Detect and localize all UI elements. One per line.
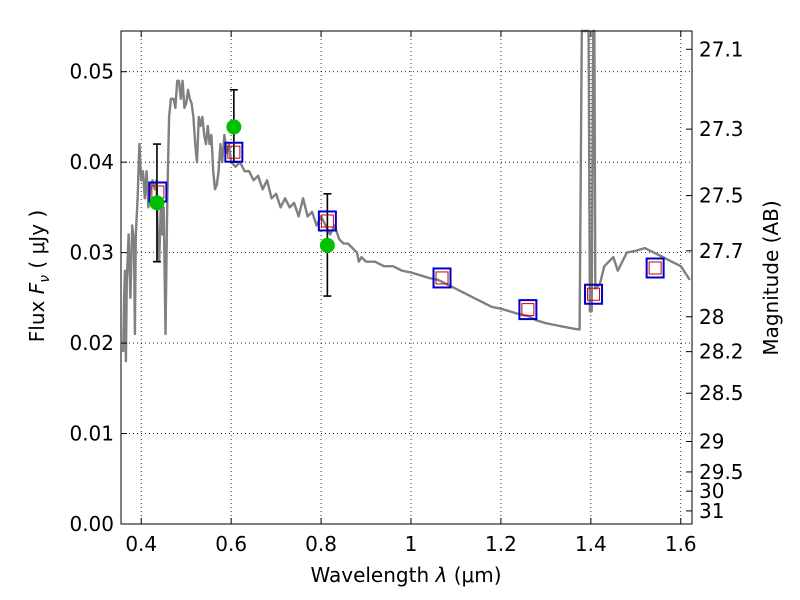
model-point: [432, 267, 452, 289]
model-point: [645, 257, 665, 279]
spectrum-series: [122, 29, 691, 363]
y-tick-label: 0.02: [69, 331, 114, 355]
right-tick-label: 27.3: [699, 117, 744, 141]
model-point-inner: [435, 271, 449, 285]
y-tick-label: 0.03: [69, 241, 114, 265]
x-axis-label: Wavelength λ (μm): [310, 563, 501, 587]
x-tick-label: 1.6: [665, 532, 697, 556]
error-bars: [152, 88, 332, 297]
right-tick-label: 29: [699, 430, 724, 454]
x-tick-label: 0.8: [305, 532, 337, 556]
model-point-inner: [227, 145, 241, 159]
y-tick-label: 0.00: [69, 512, 114, 536]
model-point-inner: [521, 303, 535, 317]
right-tick-label: 31: [699, 499, 724, 523]
model-point: [317, 210, 337, 232]
plot-frame: [120, 30, 693, 525]
right-tick-label: 28.5: [699, 381, 744, 405]
model-point: [518, 299, 538, 321]
y-tick-label: 0.01: [69, 422, 114, 446]
right-axis-label: Magnitude (AB): [759, 200, 783, 355]
right-tick-label: 27.7: [699, 239, 744, 263]
x-tick-label: 0.6: [215, 532, 247, 556]
right-tick-label: 28: [699, 305, 724, 329]
model-point: [224, 141, 244, 163]
grid-lines: [121, 31, 692, 524]
right-tick-label: 30: [699, 479, 724, 503]
model-point-inner: [648, 261, 662, 275]
model-point-inner: [320, 214, 334, 228]
right-tick-label: 27.5: [699, 184, 744, 208]
right-tick-label: 27.1: [699, 37, 744, 61]
observed-point: [226, 119, 242, 135]
model-point: [584, 283, 604, 305]
observed-points: [149, 119, 335, 253]
x-tick-label: 1.2: [485, 532, 517, 556]
axis-ticks: 0.4 0.6 0.8 1 1.2 1.4 1.6 0.00 0.01 0.02 0.03 0.04 0…: [69, 31, 744, 556]
observed-point: [319, 237, 335, 253]
model-point-inner: [587, 287, 601, 301]
x-tick-label: 1.4: [575, 532, 607, 556]
x-tick-label: 1: [405, 532, 418, 556]
y-tick-label: 0.05: [69, 60, 114, 84]
y-tick-label: 0.04: [69, 150, 114, 174]
spectrum-line: [122, 29, 691, 363]
y-axis-label: Flux Fν ( μJy ): [25, 210, 53, 342]
x-tick-label: 0.4: [125, 532, 157, 556]
right-tick-label: 29.5: [699, 460, 744, 484]
model-points: [148, 141, 665, 321]
observed-point: [149, 195, 165, 211]
right-tick-label: 28.2: [699, 340, 744, 364]
